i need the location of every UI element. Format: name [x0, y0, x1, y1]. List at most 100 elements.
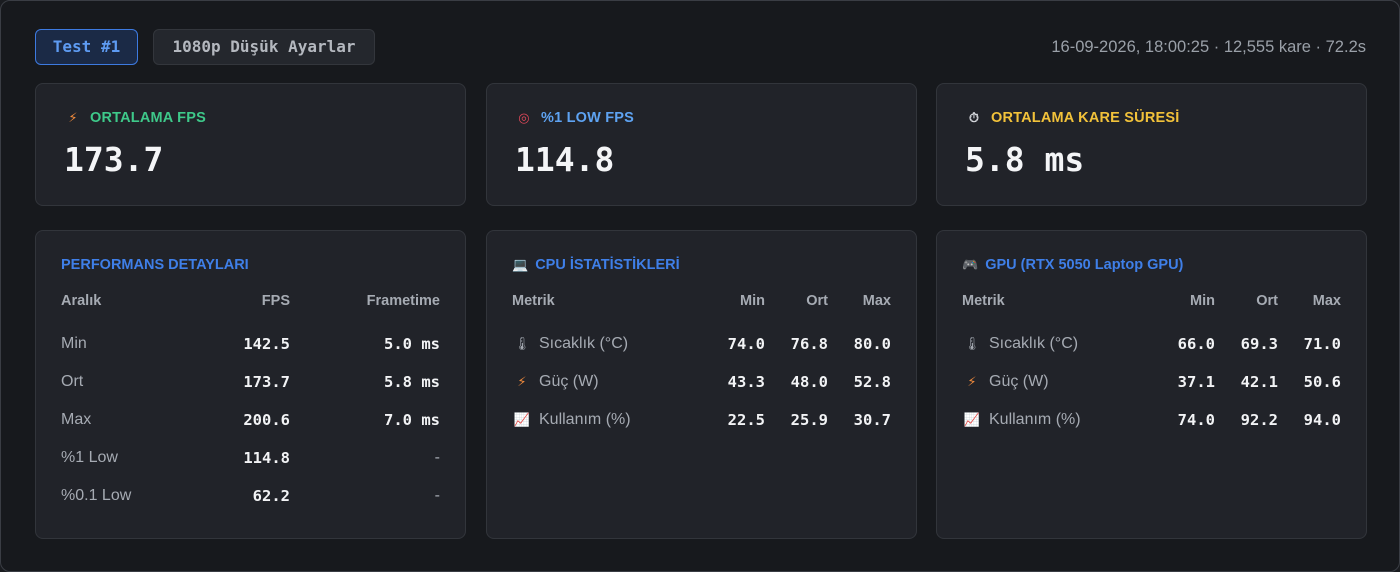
col-frametime: Frametime: [366, 293, 440, 309]
max-value: 80.0: [853, 335, 891, 353]
range-label: %1 Low: [61, 449, 118, 466]
metric-label: ⚡ Güç (W): [512, 373, 599, 391]
table-row: 📈 Kullanım (%) 22.5 25.9 30.7: [512, 411, 891, 431]
metric-label-text: Güç (W): [989, 373, 1049, 390]
min-value: 37.1: [1177, 373, 1215, 391]
performance-card: PERFORMANS DETAYLARI Aralık FPS Frametim…: [35, 230, 466, 539]
cpu-card: 💻 CPU İSTATİSTİKLERİ Metrik Min Ort Max …: [486, 230, 917, 539]
ort-value: 76.8: [790, 335, 828, 353]
min-value: 43.3: [727, 373, 765, 391]
metric-label: 🌡 Sıcaklık (°C): [512, 335, 628, 353]
low-fps-label: ◎ %1 LOW FPS: [515, 110, 634, 126]
min-value: 74.0: [1177, 411, 1215, 429]
col-max: Max: [862, 293, 891, 309]
low-fps-label-text: %1 LOW FPS: [541, 110, 635, 126]
target-icon: ◎: [518, 110, 530, 125]
run-meta: 16-09-2026, 18:00:25 · 12,555 kare · 72.…: [1051, 38, 1366, 56]
thermometer-icon: 🌡: [513, 336, 531, 351]
cpu-header-row: Metrik Min Ort Max: [512, 293, 891, 313]
avg-fps-value: 173.7: [64, 140, 164, 179]
frametime-value: 7.0 ms: [384, 411, 440, 429]
frametime-value: 5.0 ms: [384, 335, 440, 353]
range-label: %0.1 Low: [61, 487, 132, 504]
table-row: Min 142.5 5.0 ms: [61, 335, 440, 355]
top-bar: Test #1 1080p Düşük Ayarlar 16-09-2026, …: [35, 29, 1366, 65]
stopwatch-icon: ⏱: [968, 110, 980, 125]
low-fps-card: ◎ %1 LOW FPS 114.8: [486, 83, 917, 206]
avg-frametime-label-text: ORTALAMA KARE SÜRESİ: [991, 110, 1180, 126]
col-metric: Metrik: [512, 293, 555, 309]
avg-fps-label: ⚡ ORTALAMA FPS: [64, 110, 206, 126]
fps-value: 114.8: [243, 449, 290, 467]
lightning-icon: ⚡: [517, 374, 527, 389]
test-badge[interactable]: Test #1: [35, 29, 138, 65]
table-row: ⚡ Güç (W) 43.3 48.0 52.8: [512, 373, 891, 393]
min-value: 74.0: [727, 335, 765, 353]
laptop-icon: 💻: [512, 257, 529, 272]
fps-value: 200.6: [243, 411, 290, 429]
ort-value: 69.3: [1240, 335, 1278, 353]
col-range: Aralık: [61, 293, 102, 309]
gpu-title-text: GPU (RTX 5050 Laptop GPU): [985, 257, 1184, 273]
min-value: 22.5: [727, 411, 765, 429]
avg-fps-label-text: ORTALAMA FPS: [90, 110, 206, 126]
max-value: 52.8: [853, 373, 891, 391]
fps-value: 173.7: [243, 373, 290, 391]
cpu-title: 💻 CPU İSTATİSTİKLERİ: [512, 257, 680, 273]
preset-badge[interactable]: 1080p Düşük Ayarlar: [153, 29, 375, 65]
metric-label-text: Kullanım (%): [539, 411, 631, 428]
col-min: Min: [1190, 293, 1215, 309]
metric-label-text: Sıcaklık (°C): [539, 335, 629, 352]
ort-value: 25.9: [790, 411, 828, 429]
col-fps: FPS: [261, 293, 290, 309]
max-value: 94.0: [1303, 411, 1341, 429]
table-row: %0.1 Low 62.2 -: [61, 487, 440, 507]
fps-value: 62.2: [252, 487, 290, 505]
gpu-header-row: Metrik Min Ort Max: [962, 293, 1341, 313]
table-row: ⚡ Güç (W) 37.1 42.1 50.6: [962, 373, 1341, 393]
performance-header-row: Aralık FPS Frametime: [61, 293, 440, 313]
metric-label: 📈 Kullanım (%): [512, 411, 631, 429]
metric-label-text: Kullanım (%): [989, 411, 1081, 428]
col-ort: Ort: [1256, 293, 1278, 309]
avg-frametime-label: ⏱ ORTALAMA KARE SÜRESİ: [965, 110, 1179, 126]
low-fps-value: 114.8: [515, 140, 615, 179]
thermometer-icon: 🌡: [963, 336, 981, 351]
ort-value: 92.2: [1240, 411, 1278, 429]
range-label: Min: [61, 335, 87, 352]
table-row: Ort 173.7 5.8 ms: [61, 373, 440, 393]
performance-title: PERFORMANS DETAYLARI: [61, 257, 249, 273]
col-min: Min: [740, 293, 765, 309]
gamepad-icon: 🎮: [962, 257, 979, 272]
table-row: 🌡 Sıcaklık (°C) 66.0 69.3 71.0: [962, 335, 1341, 355]
range-label: Ort: [61, 373, 84, 390]
gpu-card: 🎮 GPU (RTX 5050 Laptop GPU) Metrik Min O…: [936, 230, 1367, 539]
gpu-title: 🎮 GPU (RTX 5050 Laptop GPU): [962, 257, 1183, 273]
avg-frametime-value: 5.8 ms: [965, 140, 1085, 179]
cpu-title-text: CPU İSTATİSTİKLERİ: [535, 257, 680, 273]
frametime-value: 5.8 ms: [384, 373, 440, 391]
metric-label: ⚡ Güç (W): [962, 373, 1049, 391]
table-row: 🌡 Sıcaklık (°C) 74.0 76.8 80.0: [512, 335, 891, 355]
chart-icon: 📈: [963, 412, 981, 427]
col-metric: Metrik: [962, 293, 1005, 309]
max-value: 71.0: [1303, 335, 1341, 353]
metric-label: 📈 Kullanım (%): [962, 411, 1081, 429]
col-max: Max: [1312, 293, 1341, 309]
table-row: 📈 Kullanım (%) 74.0 92.2 94.0: [962, 411, 1341, 431]
table-row: %1 Low 114.8 -: [61, 449, 440, 469]
range-label: Max: [61, 411, 92, 428]
min-value: 66.0: [1177, 335, 1215, 353]
frametime-value: -: [434, 487, 440, 504]
metric-label-text: Sıcaklık (°C): [989, 335, 1079, 352]
lightning-icon: ⚡: [68, 110, 78, 125]
fps-value: 142.5: [243, 335, 290, 353]
ort-value: 48.0: [790, 373, 828, 391]
ort-value: 42.1: [1240, 373, 1278, 391]
col-ort: Ort: [806, 293, 828, 309]
lightning-icon: ⚡: [967, 374, 977, 389]
metric-label-text: Güç (W): [539, 373, 599, 390]
avg-frametime-card: ⏱ ORTALAMA KARE SÜRESİ 5.8 ms: [936, 83, 1367, 206]
metric-label: 🌡 Sıcaklık (°C): [962, 335, 1078, 353]
